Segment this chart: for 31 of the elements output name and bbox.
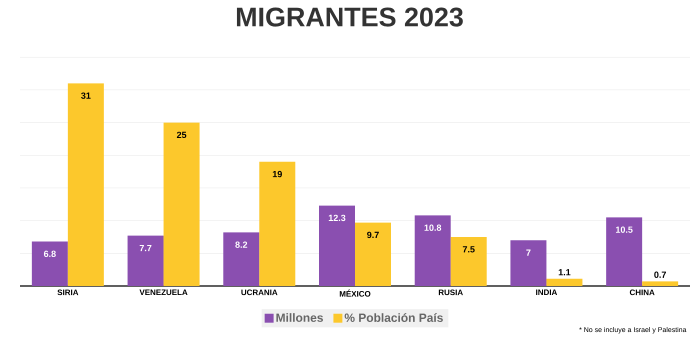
data-label: 10.8 (424, 224, 442, 231)
legend-label: % Población País (344, 313, 443, 322)
data-label: 10.5 (616, 226, 633, 233)
data-label: 7.5 (462, 246, 475, 252)
bar (319, 206, 355, 286)
bar (355, 222, 391, 286)
legend-label: Millones (276, 313, 323, 322)
bar (414, 215, 451, 286)
data-label: 7 (526, 250, 531, 256)
bar (128, 236, 164, 286)
data-label: 6.8 (44, 250, 56, 258)
data-label: 9.7 (367, 232, 379, 238)
bar (68, 83, 104, 286)
data-label: 7.7 (140, 244, 152, 252)
data-label: 19 (272, 170, 282, 178)
data-label: 25 (176, 132, 186, 138)
bar (606, 217, 642, 286)
bar (223, 232, 260, 286)
data-label: 12.3 (328, 214, 346, 222)
bar (164, 122, 200, 286)
chart-title: MIGRANTES 2023 (236, 8, 463, 27)
bar (642, 281, 678, 286)
bar (510, 240, 546, 286)
bar (546, 278, 582, 286)
data-label: 1.1 (558, 269, 570, 276)
data-label: 0.7 (654, 272, 666, 278)
bar (450, 236, 487, 286)
bar (259, 162, 296, 286)
data-label: 8.2 (235, 242, 248, 248)
data-label: 31 (81, 92, 91, 99)
bar (32, 242, 68, 286)
